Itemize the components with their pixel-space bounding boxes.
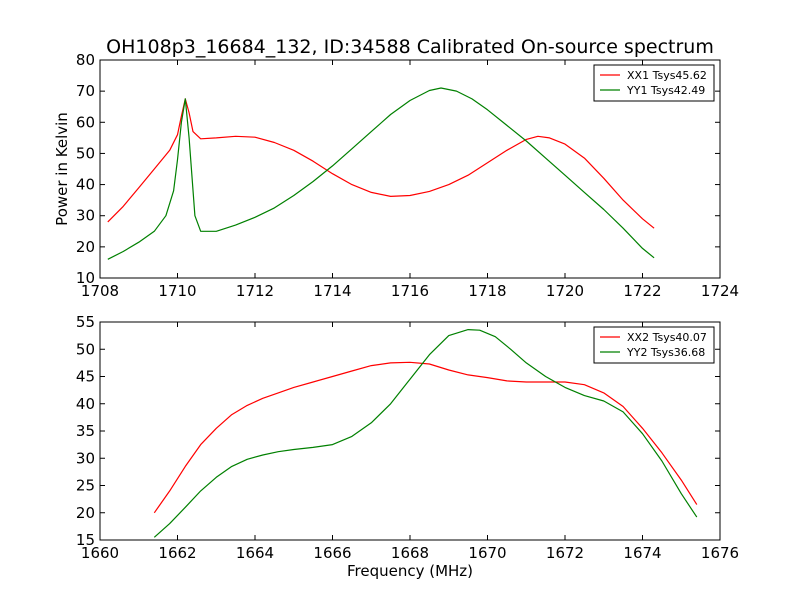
y-tick-label: 10 [76, 269, 95, 287]
x-tick-label: 1724 [701, 282, 739, 300]
y-tick-label: 45 [76, 368, 95, 386]
x-tick-label: 1714 [313, 282, 351, 300]
legend-bottom: XX2 Tsys40.07 YY2 Tsys36.68 [593, 326, 715, 364]
y-tick-label: 50 [76, 144, 95, 162]
x-tick-label: 1712 [236, 282, 274, 300]
x-tick-label: 1674 [623, 544, 661, 562]
y-tick-label: 50 [76, 340, 95, 358]
x-tick-label: 1670 [468, 544, 506, 562]
y-axis-label: Power in Kelvin [53, 112, 71, 226]
x-tick-label: 1672 [546, 544, 584, 562]
x-axis-label: Frequency (MHz) [347, 562, 473, 580]
y-tick-label: 15 [76, 531, 95, 549]
legend-top: XX1 Tsys45.62 YY1 Tsys42.49 [593, 64, 715, 102]
y-tick-label: 60 [76, 113, 95, 131]
legend-entry: YY2 Tsys36.68 [626, 346, 705, 359]
subplot-top: 1708 1710 1712 1714 1716 1718 1720 1722 1724 10 20… [53, 51, 739, 300]
series-line-top-1 [107, 98, 655, 229]
x-tick-label: 1660 [81, 544, 119, 562]
y-tick-label: 30 [76, 449, 95, 467]
x-tick-label: 1718 [468, 282, 506, 300]
y-tick-label: 20 [76, 504, 95, 522]
y-tick-label: 40 [76, 176, 95, 194]
y-tick-label: 25 [76, 477, 95, 495]
y-tick-label: 40 [76, 395, 95, 413]
y-tick-label: 55 [76, 313, 95, 331]
legend-entry: XX1 Tsys45.62 [627, 69, 707, 82]
x-tick-label: 1662 [158, 544, 196, 562]
x-tick-label: 1668 [391, 544, 429, 562]
x-tick-label: 1666 [313, 544, 351, 562]
charts-layer: 1708 1710 1712 1714 1716 1718 1720 1722 1724 10 20… [53, 51, 739, 580]
legend-entry: YY1 Tsys42.49 [626, 84, 705, 97]
x-tick-label: 1708 [81, 282, 119, 300]
series-line-bottom-2 [153, 329, 698, 538]
legend-box [593, 326, 715, 364]
x-tick-label: 1664 [236, 544, 274, 562]
y-tick-label: 35 [76, 422, 95, 440]
x-tick-label: 1722 [623, 282, 661, 300]
legend-entry: XX2 Tsys40.07 [627, 331, 707, 344]
x-tick-label: 1710 [158, 282, 196, 300]
x-tick-label: 1716 [391, 282, 429, 300]
y-tick-label: 80 [76, 51, 95, 69]
y-tick-label: 20 [76, 238, 95, 256]
x-tick-label: 1676 [701, 544, 739, 562]
series-line-bottom-1 [153, 361, 698, 514]
chart-title: OH108p3_16684_132, ID:34588 Calibrated O… [106, 36, 714, 58]
x-tick-label: 1720 [546, 282, 584, 300]
y-tick-label: 30 [76, 207, 95, 225]
y-tick-label: 70 [76, 82, 95, 100]
legend-box [593, 64, 715, 102]
subplot-bottom: 1660 1662 1664 1666 1668 1670 1672 1674 1676 15 20… [76, 313, 739, 580]
series-line-top-2 [107, 87, 655, 260]
